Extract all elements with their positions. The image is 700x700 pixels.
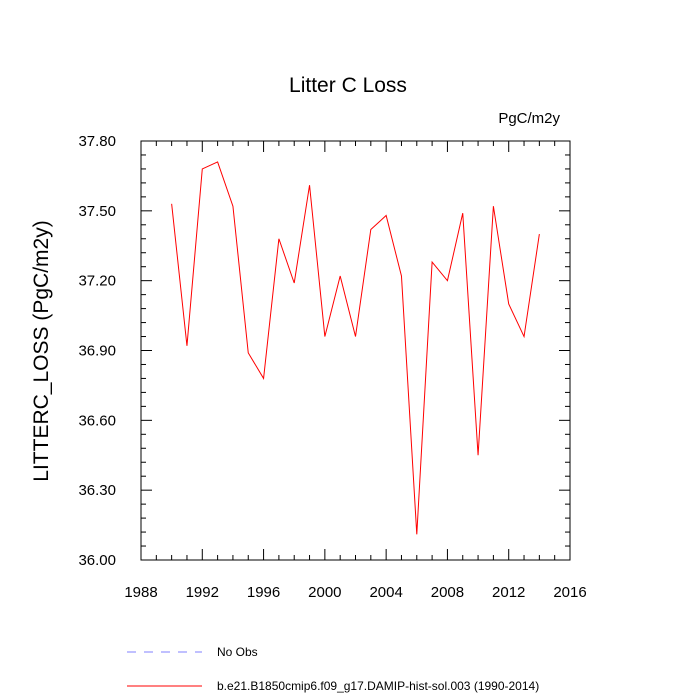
- y-tick-label: 37.80: [78, 133, 116, 150]
- x-tick-label: 2000: [308, 584, 341, 601]
- series-layer: [171, 161, 540, 535]
- legend: No Obs b.e21.B1850cmip6.f09_g17.DAMIP-hi…: [127, 645, 539, 693]
- y-tick-labels: 36.00 36.30 36.60 36.90 37.20 37.50 37.80: [78, 133, 116, 569]
- legend-no-obs-label: No Obs: [217, 645, 258, 659]
- chart-title: Litter C Loss: [289, 74, 407, 97]
- x-tick-label: 2012: [492, 584, 525, 601]
- x-tick-label: 1996: [247, 584, 280, 601]
- y-tick-label: 37.50: [78, 203, 116, 220]
- axis-ticks: [140, 140, 571, 561]
- plot-frame: [140, 140, 571, 561]
- series-line: [171, 161, 540, 535]
- x-tick-label: 1992: [186, 584, 219, 601]
- x-tick-label: 2008: [431, 584, 464, 601]
- legend-series-label: b.e21.B1850cmip6.f09_g17.DAMIP-hist-sol.…: [217, 679, 539, 693]
- y-tick-label: 37.20: [78, 273, 116, 290]
- x-tick-label: 2004: [369, 584, 402, 601]
- x-tick-labels: 1988 1992 1996 2000 2004 2008 2012 2016: [124, 584, 586, 601]
- x-tick-label: 2016: [553, 584, 586, 601]
- y-tick-label: 36.00: [78, 552, 116, 569]
- y-tick-label: 36.60: [78, 412, 116, 429]
- y-tick-label: 36.90: [78, 343, 116, 360]
- x-tick-label: 1988: [124, 584, 157, 601]
- y-tick-label: 36.30: [78, 482, 116, 499]
- y-axis-label: LITTERC_LOSS (PgC/m2y): [30, 220, 53, 481]
- units-label: PgC/m2y: [498, 110, 560, 127]
